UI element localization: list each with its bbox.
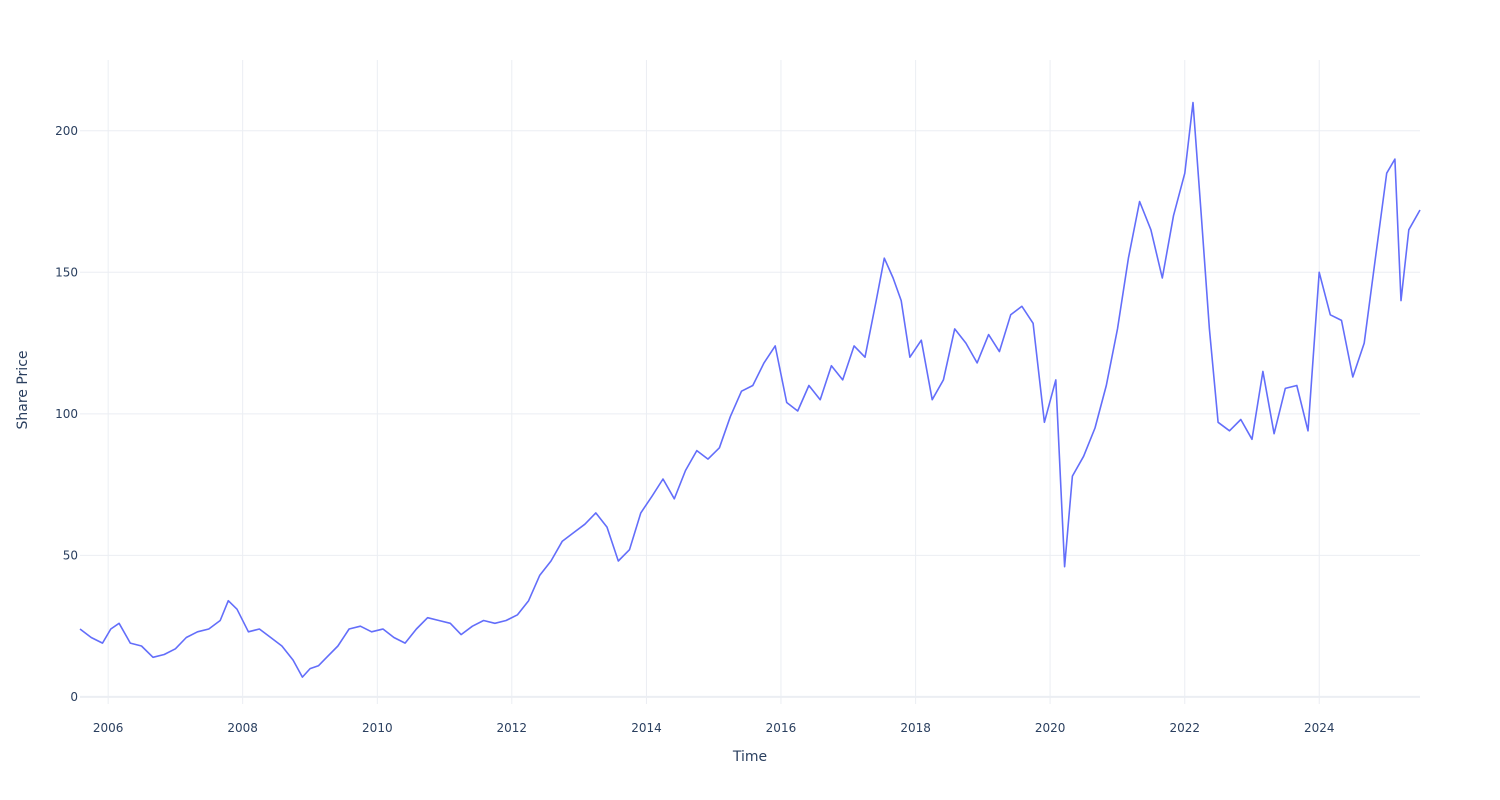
x-tick-label: 2006	[93, 721, 124, 735]
x-gridlines	[107, 60, 1320, 704]
y-tick-label: 200	[55, 124, 78, 138]
x-tick-label: 2008	[227, 721, 258, 735]
y-tick-label: 0	[70, 690, 78, 704]
x-tick-label: 2010	[362, 721, 393, 735]
x-tick-label: 2014	[631, 721, 662, 735]
x-tick-label: 2016	[766, 721, 797, 735]
y-axis-title: Share Price	[15, 350, 31, 429]
y-gridlines	[80, 130, 1420, 556]
y-tick-label: 50	[63, 548, 78, 562]
share-price-line	[79, 101, 1421, 678]
x-tick-labels: 2006 2008 2010 2012 2014 2016 2018 2020 2022 2024	[93, 721, 1335, 735]
x-tick-label: 2022	[1169, 721, 1200, 735]
x-tick-label: 2018	[900, 721, 931, 735]
x-tick-label: 2024	[1304, 721, 1335, 735]
y-tick-labels: 0 50 100 150 200	[55, 124, 78, 704]
x-axis-title: Time	[732, 749, 767, 765]
y-tick-label: 150	[55, 265, 78, 279]
x-tick-label: 2020	[1035, 721, 1066, 735]
y-tick-label: 100	[55, 407, 78, 421]
x-tick-label: 2012	[497, 721, 528, 735]
